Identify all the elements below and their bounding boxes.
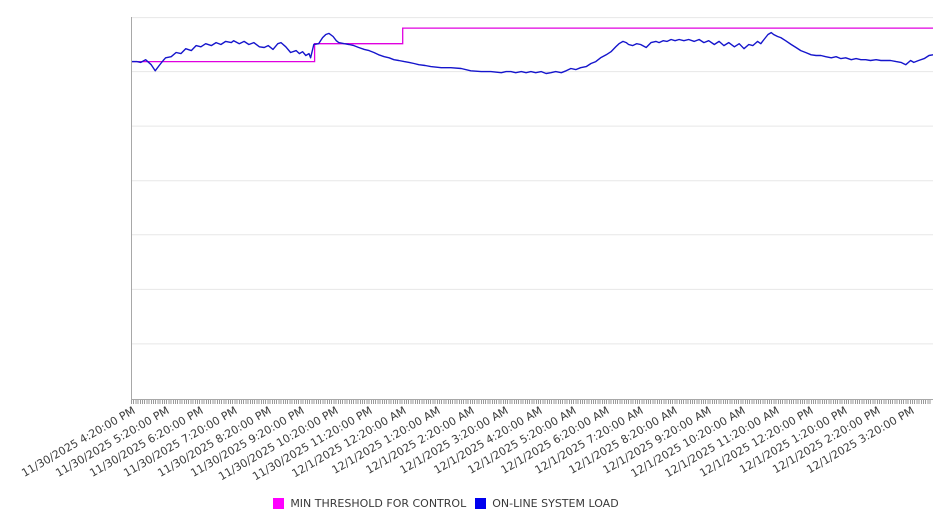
legend: MIN THRESHOLD FOR CONTROL ON-LINE SYSTEM… [0,497,946,510]
x-axis-label: 12/1/2025 3:20:00 PM [804,404,917,477]
x-axis-label: 12/1/2025 8:20:00 AM [566,404,680,477]
min-threshold-line [132,27,933,63]
x-axis-label: 12/1/2025 12:20:00 PM [697,404,816,480]
x-axis-label: 11/30/2025 5:20:00 PM [53,404,172,480]
x-axis-label: 12/1/2025 5:20:00 AM [465,404,578,477]
x-axis-label: 12/1/2025 6:20:00 AM [499,404,612,477]
x-axis-label: 12/1/2025 1:20:00 AM [329,404,443,477]
x-axis-label: 12/1/2025 11:20:00 AM [662,404,782,481]
system-load-label: ON-LINE SYSTEM LOAD [492,497,619,510]
min-threshold-swatch [273,498,285,509]
system-load-swatch [475,498,487,509]
x-axis-label: 12/1/2025 2:20:00 PM [770,404,883,477]
x-axis-label: 11/30/2025 4:20:00 PM [19,404,138,480]
legend-item-system-load[interactable]: ON-LINE SYSTEM LOAD [475,497,619,510]
gridlines [132,17,933,345]
x-axis-label: 12/1/2025 1:20:00 PM [736,404,849,477]
legend-item-min-threshold[interactable]: MIN THRESHOLD FOR CONTROL [273,497,466,510]
x-axis-label: 11/30/2025 9:20:00 PM [188,404,307,480]
system-load-line [132,31,933,75]
min-threshold-label: MIN THRESHOLD FOR CONTROL [290,497,467,510]
x-axis-label: 12/1/2025 12:20:00 AM [289,404,409,481]
plot-area [131,17,933,400]
x-axis-label: 12/1/2025 2:20:00 AM [363,404,477,477]
x-axis-minor-ticks [131,400,932,404]
x-axis-label: 11/30/2025 11:20:00 PM [250,404,375,484]
x-axis-label: 11/30/2025 7:20:00 PM [120,404,240,480]
x-axis-label: 12/1/2025 3:20:00 AM [397,404,511,477]
x-axis-label: 12/1/2025 9:20:00 AM [600,404,714,477]
x-axis-label: 12/1/2025 10:20:00 AM [628,404,748,481]
x-axis-label: 12/1/2025 4:20:00 AM [431,404,545,477]
x-axis-label: 12/1/2025 7:20:00 AM [532,404,646,477]
plot-svg [132,17,933,345]
x-axis-label: 11/30/2025 8:20:00 PM [154,404,273,480]
x-axis-label: 11/30/2025 10:20:00 PM [216,404,341,484]
x-axis-label: 11/30/2025 6:20:00 PM [87,404,206,480]
